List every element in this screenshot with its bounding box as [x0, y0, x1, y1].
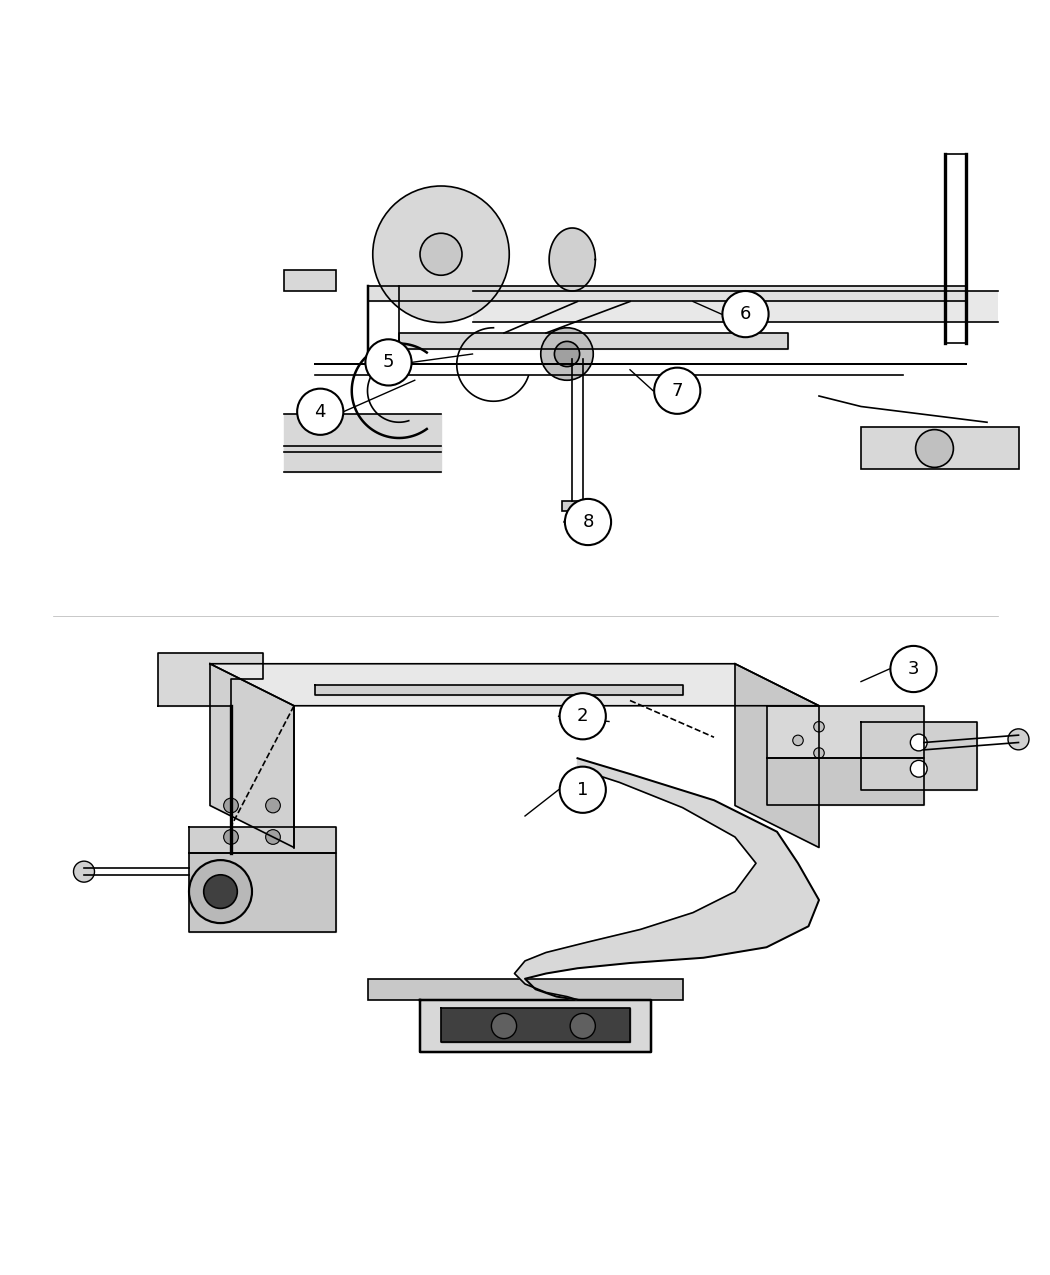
- Circle shape: [722, 291, 769, 337]
- Polygon shape: [399, 333, 788, 349]
- Circle shape: [793, 736, 803, 746]
- Text: 8: 8: [583, 513, 593, 530]
- Circle shape: [373, 186, 509, 323]
- Circle shape: [554, 342, 580, 367]
- Circle shape: [420, 233, 462, 275]
- Circle shape: [560, 694, 606, 739]
- Circle shape: [654, 367, 700, 414]
- Polygon shape: [735, 664, 819, 848]
- Circle shape: [890, 646, 937, 692]
- Polygon shape: [284, 270, 336, 291]
- Polygon shape: [158, 653, 262, 706]
- Text: 3: 3: [908, 660, 919, 678]
- Circle shape: [266, 830, 280, 844]
- Text: 6: 6: [740, 305, 751, 323]
- Circle shape: [266, 798, 280, 813]
- Polygon shape: [189, 853, 336, 932]
- Circle shape: [365, 339, 412, 385]
- Polygon shape: [420, 1000, 651, 1052]
- Polygon shape: [368, 979, 682, 1000]
- Polygon shape: [210, 664, 294, 848]
- Circle shape: [491, 1014, 517, 1039]
- Circle shape: [189, 861, 252, 923]
- Text: 7: 7: [672, 381, 682, 400]
- Polygon shape: [441, 1009, 630, 1042]
- Polygon shape: [861, 722, 977, 789]
- Circle shape: [204, 875, 237, 908]
- Circle shape: [916, 430, 953, 468]
- Circle shape: [910, 760, 927, 778]
- Polygon shape: [562, 501, 593, 511]
- Polygon shape: [315, 685, 682, 695]
- Circle shape: [570, 1014, 595, 1039]
- Polygon shape: [766, 759, 924, 806]
- Polygon shape: [514, 759, 819, 1000]
- Polygon shape: [766, 706, 924, 759]
- Circle shape: [541, 328, 593, 380]
- Circle shape: [560, 766, 606, 813]
- Polygon shape: [189, 826, 336, 853]
- Circle shape: [565, 499, 611, 546]
- Circle shape: [1008, 729, 1029, 750]
- Polygon shape: [368, 286, 966, 301]
- Circle shape: [910, 734, 927, 751]
- Circle shape: [814, 747, 824, 759]
- Circle shape: [224, 798, 238, 813]
- Circle shape: [224, 830, 238, 844]
- Polygon shape: [210, 664, 819, 706]
- Text: 5: 5: [383, 353, 394, 371]
- Text: 2: 2: [578, 708, 588, 725]
- Polygon shape: [861, 427, 1018, 469]
- Circle shape: [297, 389, 343, 435]
- Circle shape: [814, 722, 824, 732]
- Text: 1: 1: [578, 780, 588, 798]
- Text: 4: 4: [315, 403, 326, 421]
- Circle shape: [74, 861, 94, 882]
- Polygon shape: [549, 228, 595, 291]
